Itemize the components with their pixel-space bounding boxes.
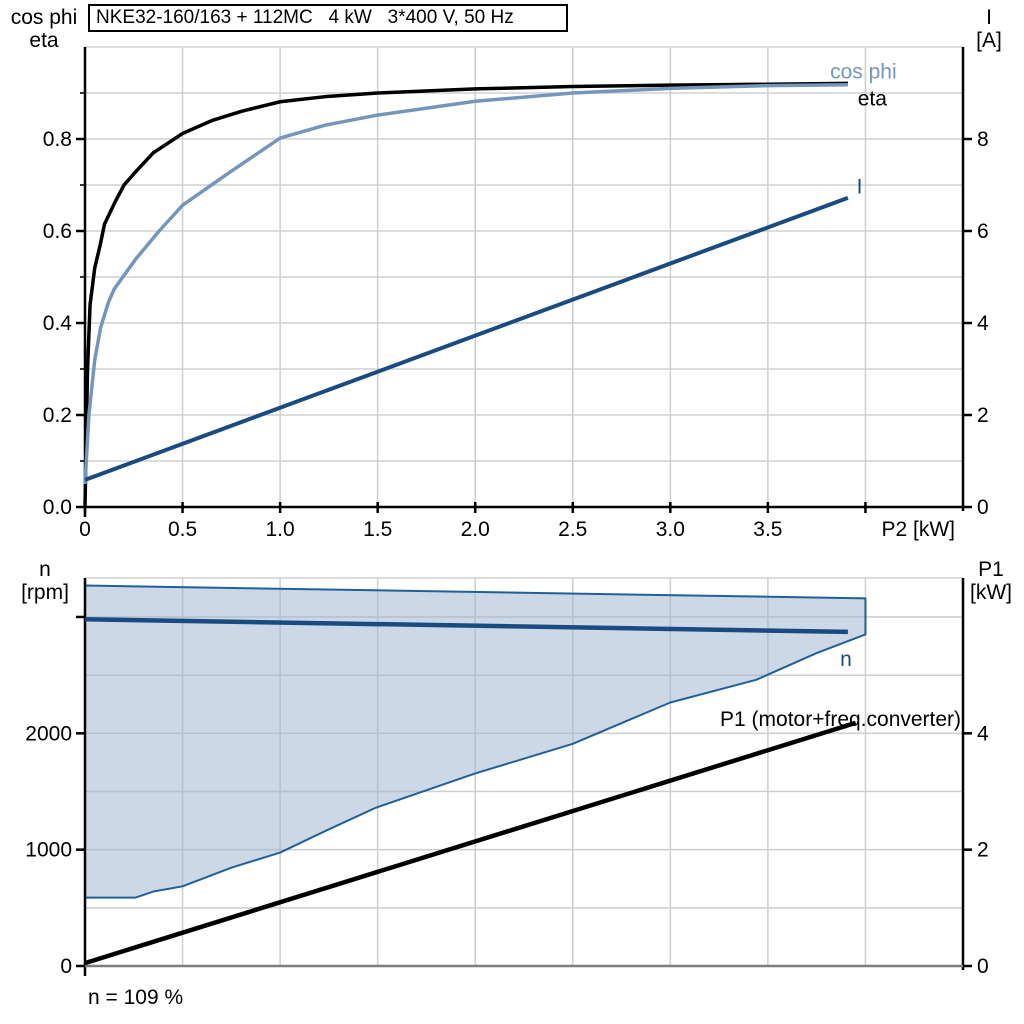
x-tick-label: 1.0 (266, 518, 295, 541)
bottom-right-axis-title: P1 [kW] (960, 558, 1022, 604)
top-right-axis-title: I [A] (958, 6, 1020, 52)
i-label: I (857, 176, 863, 199)
y-left-tick-label: 0 (60, 955, 72, 978)
p1-motor-freq-converter-label: P1 (motor+freq.converter) (720, 708, 961, 731)
rpm-unit-label: [rpm] (21, 581, 69, 604)
speed-range-area (84, 584, 867, 899)
chart-title-box: NKE32-160/163 + 112MC 4 kW 3*400 V, 50 H… (88, 4, 568, 32)
p1-motor-freq-converter-curve (84, 720, 857, 966)
y-left-tick-label: 0.8 (43, 128, 72, 151)
speed-axis-label: n (39, 558, 51, 581)
cos-phi-curve (83, 82, 848, 485)
x-tick-label: 1.5 (363, 518, 392, 541)
y-right-tick-label: 2 (977, 404, 989, 427)
cos-phi-label: cos phi (830, 60, 897, 83)
n-label: n (840, 648, 852, 671)
bottom-chart: 0 1000 2000 0 2 4 n P1 (motor+freq.converter) (25, 577, 989, 978)
top-left-axis-title: cos phi eta (4, 6, 84, 52)
ampere-unit-label: [A] (976, 29, 1002, 52)
eta-label: eta (858, 87, 888, 110)
y-left-tick-label: 0.4 (43, 312, 73, 335)
y-left-tick-label: 0.0 (43, 496, 72, 519)
y-left-tick-label: 0.6 (43, 220, 72, 243)
y-right-tick-label: 4 (977, 722, 989, 745)
n-curve (84, 617, 848, 635)
chart-title: NKE32-160/163 + 112MC 4 kW 3*400 V, 50 H… (96, 7, 514, 28)
y-right-tick-label: 2 (977, 839, 989, 862)
speed-percentage-note: n = 109 % (88, 986, 184, 1009)
y-left-tick-label: 0.2 (43, 404, 72, 427)
eta-axis-label: eta (29, 29, 59, 52)
current-axis-label: I (986, 6, 992, 29)
x-tick-label: 2.5 (558, 518, 587, 541)
cos-phi-axis-label: cos phi (10, 6, 78, 29)
i-curve (84, 196, 849, 482)
y-left-tick-label: 2000 (25, 722, 72, 745)
y-right-tick-label: 0 (977, 955, 989, 978)
x-tick-label: 0 (79, 518, 91, 541)
x-tick-label: 3.0 (656, 518, 685, 541)
y-right-tick-label: 8 (977, 128, 989, 151)
y-right-tick-label: 0 (977, 496, 989, 519)
y-right-tick-label: 4 (977, 312, 989, 335)
y-right-tick-label: 6 (977, 220, 989, 243)
y-left-tick-label: 1000 (25, 839, 72, 862)
eta-curve (83, 81, 848, 508)
x-tick-label: 3.5 (753, 518, 782, 541)
bottom-left-axis-title: n [rpm] (6, 558, 84, 604)
x-axis-title: P2 [kW] (881, 518, 955, 541)
kw-unit-label: [kW] (970, 581, 1012, 604)
top-chart: 0 0.5 1.0 1.5 2.0 2.5 3.0 3.5 P2 [kW] 0.0 0.2 0.4 0.… (43, 46, 989, 541)
x-tick-label: 0.5 (168, 518, 197, 541)
input-power-axis-label: P1 (978, 558, 1004, 581)
x-tick-label: 2.0 (461, 518, 490, 541)
